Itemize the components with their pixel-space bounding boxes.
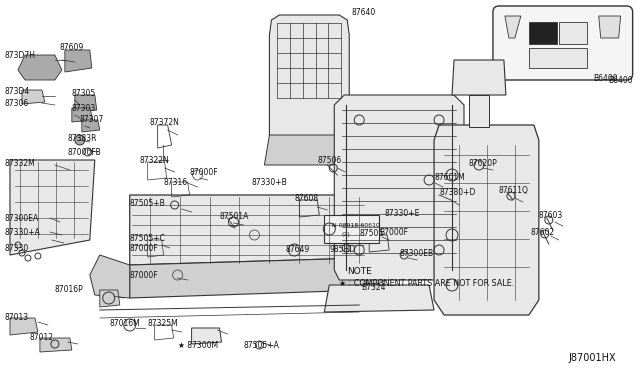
Text: 985HD: 985HD [330, 244, 355, 253]
Text: 87300EB: 87300EB [399, 248, 433, 257]
Polygon shape [598, 16, 621, 38]
Polygon shape [324, 285, 434, 312]
Text: 87506: 87506 [317, 155, 342, 164]
Polygon shape [75, 95, 97, 112]
Polygon shape [65, 50, 92, 72]
Text: 87307: 87307 [80, 115, 104, 124]
Text: 873D7H: 873D7H [5, 51, 36, 60]
Polygon shape [434, 125, 539, 315]
Text: 87330: 87330 [5, 244, 29, 253]
Bar [324, 215, 379, 243]
FancyBboxPatch shape [493, 6, 632, 80]
Text: J87001HX: J87001HX [569, 353, 616, 363]
Text: 87300EA: 87300EA [5, 214, 39, 222]
Text: 87000F: 87000F [130, 244, 158, 253]
Text: 87000FB: 87000FB [68, 148, 102, 157]
Text: N 08918-60610: N 08918-60610 [332, 222, 380, 228]
Text: 87505+C: 87505+C [130, 234, 166, 243]
Text: 87016P: 87016P [55, 285, 84, 295]
Text: 87505: 87505 [359, 228, 383, 237]
Bar [559, 22, 587, 44]
Text: 87608: 87608 [294, 193, 319, 202]
Text: 87330+B: 87330+B [252, 177, 287, 186]
Text: 87505+A: 87505+A [243, 340, 279, 350]
Polygon shape [334, 95, 464, 280]
Text: 87601M: 87601M [434, 173, 465, 182]
Text: B7000F: B7000F [379, 228, 408, 237]
Text: 87372N: 87372N [150, 118, 180, 126]
Polygon shape [100, 290, 120, 307]
Bar [529, 48, 587, 68]
Polygon shape [505, 16, 521, 38]
Text: 87332M: 87332M [5, 158, 36, 167]
Text: B6400: B6400 [609, 76, 634, 84]
Polygon shape [90, 255, 130, 298]
Text: 87325M: 87325M [148, 318, 179, 327]
Polygon shape [264, 135, 354, 165]
Text: 87649: 87649 [285, 244, 310, 253]
Polygon shape [40, 338, 72, 352]
Text: 87640: 87640 [351, 7, 376, 16]
Text: (2): (2) [341, 231, 350, 237]
Text: 87012: 87012 [30, 333, 54, 341]
Text: 87013: 87013 [5, 314, 29, 323]
Text: 87620P: 87620P [469, 158, 498, 167]
Text: 87611Q: 87611Q [499, 186, 529, 195]
Text: 873D4: 873D4 [5, 87, 30, 96]
Text: 87380+D: 87380+D [439, 187, 476, 196]
Text: 87603: 87603 [539, 211, 563, 219]
Circle shape [75, 135, 85, 145]
Text: NOTE: NOTE [348, 267, 372, 276]
Polygon shape [22, 90, 45, 104]
Text: 87016M: 87016M [110, 318, 141, 327]
Polygon shape [82, 120, 100, 132]
Text: 87602: 87602 [531, 228, 555, 237]
Text: 87000F: 87000F [189, 167, 218, 176]
Text: 87609: 87609 [60, 42, 84, 51]
Polygon shape [130, 195, 367, 265]
Text: 87303: 87303 [72, 103, 96, 112]
Polygon shape [18, 55, 62, 80]
Polygon shape [269, 15, 349, 150]
Text: 87306: 87306 [5, 99, 29, 108]
Bar [529, 22, 557, 44]
Text: 87330+E: 87330+E [384, 208, 420, 218]
Polygon shape [452, 60, 506, 95]
Text: 87322N: 87322N [140, 155, 170, 164]
Text: ★ : COMPONENT PARTS ARE NOT FOR SALE.: ★ : COMPONENT PARTS ARE NOT FOR SALE. [339, 279, 515, 288]
Text: 87505+B: 87505+B [130, 199, 166, 208]
Text: 87000F: 87000F [130, 270, 158, 279]
Text: 87383R: 87383R [68, 134, 97, 142]
Text: B7324: B7324 [361, 283, 386, 292]
Polygon shape [364, 255, 389, 290]
Polygon shape [191, 328, 221, 344]
Polygon shape [72, 108, 93, 122]
Text: 87330+A: 87330+A [5, 228, 41, 237]
Polygon shape [130, 258, 367, 298]
Text: 87305: 87305 [72, 89, 96, 97]
Text: 87316: 87316 [164, 177, 188, 186]
Text: ★ 87300M: ★ 87300M [178, 340, 218, 350]
Polygon shape [469, 95, 489, 127]
Polygon shape [10, 160, 95, 255]
Text: 87501A: 87501A [220, 212, 249, 221]
Text: B6400: B6400 [594, 74, 618, 83]
Polygon shape [10, 318, 38, 335]
